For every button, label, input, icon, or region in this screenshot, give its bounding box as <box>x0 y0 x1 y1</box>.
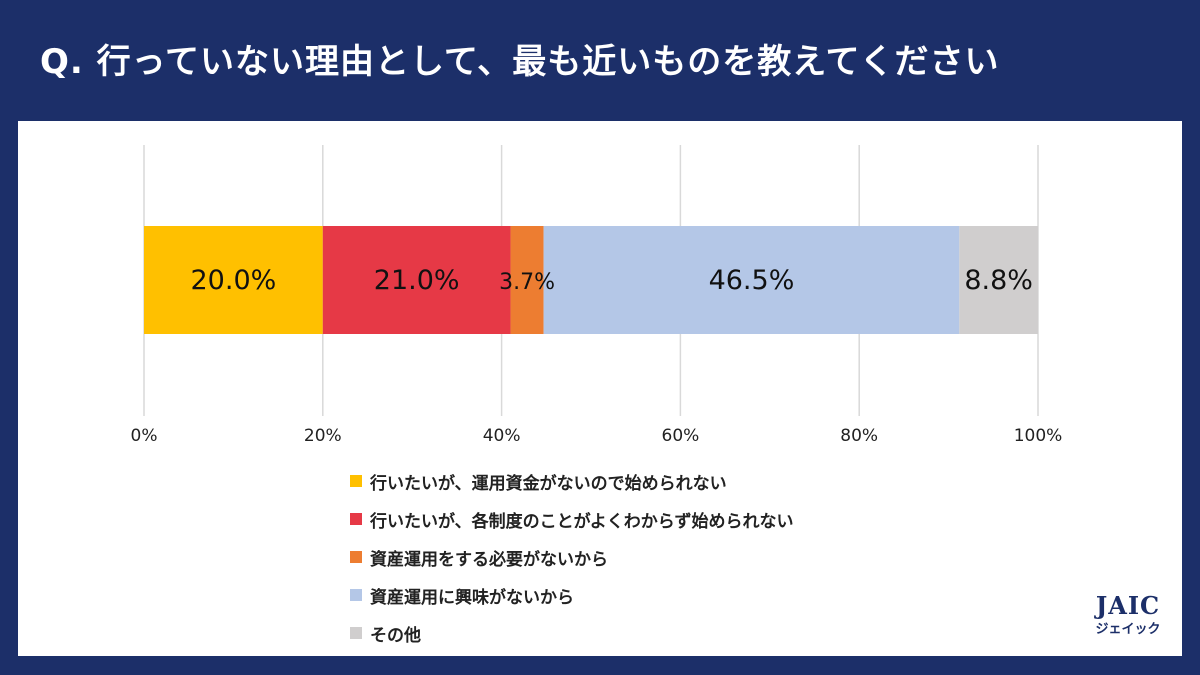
x-tick-label: 20% <box>304 426 342 446</box>
bar-segment <box>322 226 511 334</box>
logo-mark: JAIC <box>1095 591 1161 620</box>
bar-data-label: 46.5% <box>709 265 795 296</box>
legend-label: 資産運用をする必要がないから <box>370 549 608 570</box>
legend-swatch <box>350 589 362 601</box>
bar-data-label: 3.7% <box>499 270 555 295</box>
legend-item: 資産運用に興味がないから <box>350 576 793 614</box>
x-tick-label: 80% <box>840 426 878 446</box>
legend-label: 資産運用に興味がないから <box>370 587 574 608</box>
chart-legend: 行いたいが、運用資金がないので始められない行いたいが、各制度のことがよくわからず… <box>350 462 793 652</box>
bar-segment <box>510 226 544 334</box>
bar-segment <box>543 226 960 334</box>
bar-segment <box>144 226 323 334</box>
legend-item: 行いたいが、運用資金がないので始められない <box>350 462 793 500</box>
legend-swatch <box>350 627 362 639</box>
chart-panel: 20.0% 21.0% 3.7% 46.5% 8.8% 0% 20% 40% 60% 80% 10… <box>18 121 1182 656</box>
x-tick-label: 100% <box>1014 426 1063 446</box>
legend-label: その他 <box>370 625 421 646</box>
legend-swatch <box>350 551 362 563</box>
legend-item: 資産運用をする必要がないから <box>350 538 793 576</box>
legend-item: その他 <box>350 614 793 652</box>
logo-subtitle: ジェイック <box>1095 622 1161 637</box>
legend-swatch <box>350 513 362 525</box>
legend-label: 行いたいが、運用資金がないので始められない <box>370 473 727 494</box>
x-tick-label: 60% <box>662 426 700 446</box>
legend-item: 行いたいが、各制度のことがよくわからず始められない <box>350 500 793 538</box>
x-tick-label: 40% <box>483 426 521 446</box>
bar-data-label: 21.0% <box>374 265 460 296</box>
bar-data-label: 20.0% <box>191 265 277 296</box>
bar-segment <box>959 226 1038 334</box>
question-title: Q. 行っていない理由として、最も近いものを教えてください <box>40 42 1000 82</box>
legend-label: 行いたいが、各制度のことがよくわからず始められない <box>370 511 794 532</box>
x-tick-label: 0% <box>131 426 158 446</box>
bar-data-label: 8.8% <box>964 265 1033 296</box>
jaic-logo: JAIC ジェイック <box>1078 591 1178 637</box>
stacked-bar-chart: 20.0% 21.0% 3.7% 46.5% 8.8% 0% 20% 40% 60% 80% 10… <box>131 145 1063 446</box>
legend-swatch <box>350 475 362 487</box>
